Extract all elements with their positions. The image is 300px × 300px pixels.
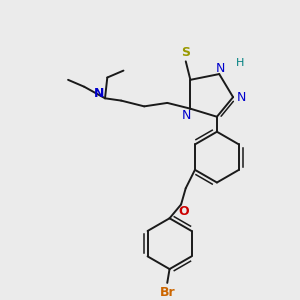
Text: O: O (178, 205, 189, 218)
Text: N: N (236, 91, 246, 103)
Text: N: N (216, 62, 225, 75)
Text: S: S (181, 46, 190, 59)
Text: N: N (182, 109, 192, 122)
Text: H: H (236, 58, 244, 68)
Text: N: N (94, 87, 104, 100)
Text: Br: Br (159, 286, 175, 298)
